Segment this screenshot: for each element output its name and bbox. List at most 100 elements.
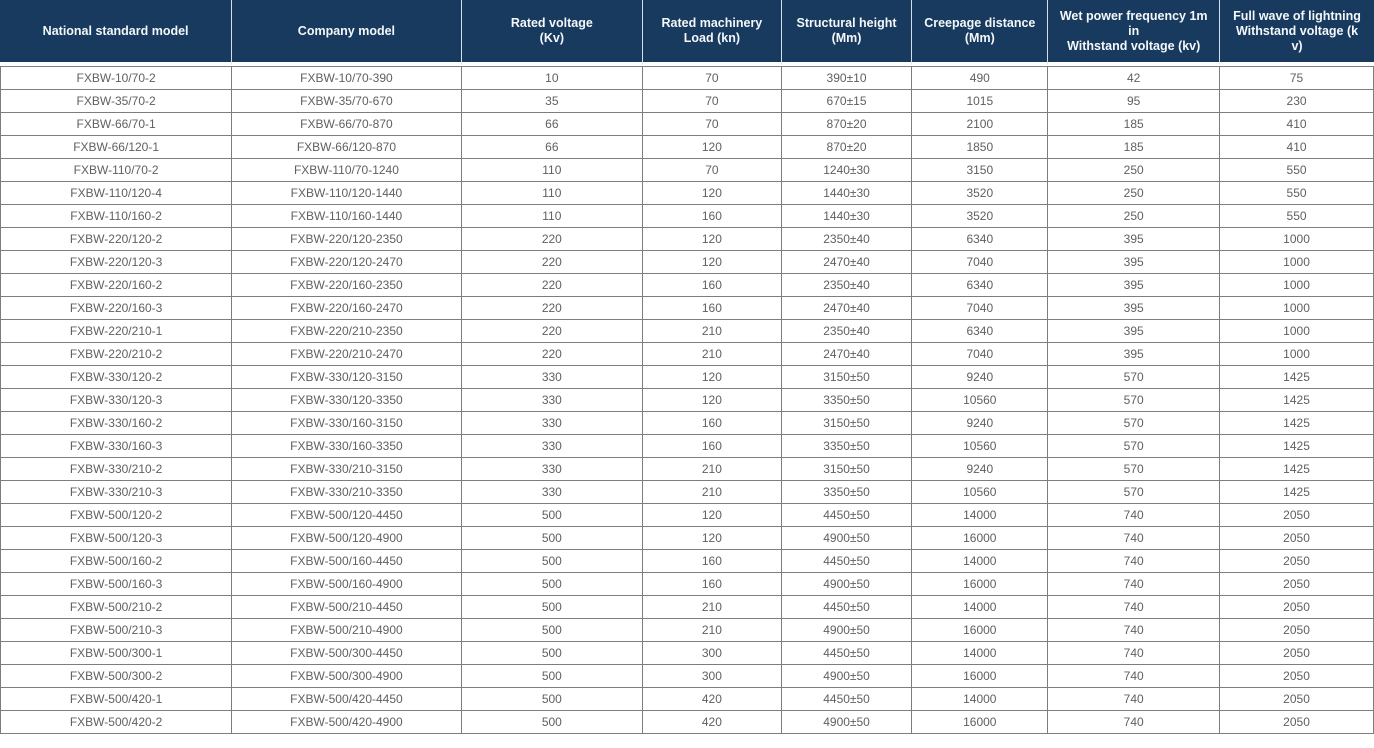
table-cell: FXBW-330/210-3150 [232, 458, 462, 481]
table-row: FXBW-330/120-2 FXBW-330/120-3150 330 120 315… [0, 366, 1374, 389]
table-header: National standard model Company model Ra… [0, 0, 1374, 66]
table-cell: 870±20 [781, 136, 913, 159]
table-cell: FXBW-110/160-1440 [232, 205, 462, 228]
table-cell: 220 [461, 320, 644, 343]
table-cell: 570 [1048, 481, 1221, 504]
table-cell: 220 [461, 251, 644, 274]
table-cell: 410 [1220, 113, 1374, 136]
table-row: FXBW-500/120-3 FXBW-500/120-4900 500 120 490… [0, 527, 1374, 550]
table-cell: FXBW-10/70-2 [0, 66, 233, 90]
table-cell: 500 [461, 573, 644, 596]
table-cell: 2050 [1220, 573, 1374, 596]
table-cell: FXBW-500/210-2 [0, 596, 233, 619]
table-cell: 390±10 [781, 66, 913, 90]
table-cell: 6340 [912, 320, 1049, 343]
table-cell: FXBW-110/160-2 [0, 205, 233, 228]
table-cell: 4900±50 [781, 573, 913, 596]
table-cell: 220 [461, 228, 644, 251]
table-cell: FXBW-500/210-4900 [232, 619, 462, 642]
table-cell: 3350±50 [781, 435, 913, 458]
table-cell: 110 [461, 205, 644, 228]
table-cell: FXBW-220/120-3 [0, 251, 233, 274]
table-cell: 4900±50 [781, 711, 913, 734]
table-cell: 740 [1048, 573, 1221, 596]
table-cell: 500 [461, 665, 644, 688]
table-cell: 1000 [1220, 228, 1374, 251]
table-cell: 570 [1048, 412, 1221, 435]
table-cell: FXBW-220/160-2350 [232, 274, 462, 297]
table-cell: FXBW-220/160-2 [0, 274, 233, 297]
table-cell: 250 [1048, 159, 1221, 182]
table-cell: 4900±50 [781, 619, 913, 642]
table-cell: 740 [1048, 665, 1221, 688]
table-cell: FXBW-500/420-2 [0, 711, 233, 734]
table-cell: 500 [461, 504, 644, 527]
table-cell: 6340 [912, 274, 1049, 297]
table-cell: 740 [1048, 642, 1221, 665]
table-cell: FXBW-330/160-3350 [232, 435, 462, 458]
table-cell: FXBW-10/70-390 [232, 66, 462, 90]
table-cell: 120 [643, 527, 782, 550]
table-cell: FXBW-330/160-2 [0, 412, 233, 435]
column-header-rated-machinery-load: Rated machinery Load (kn) [643, 0, 782, 66]
table-cell: 1440±30 [781, 182, 913, 205]
table-row: FXBW-330/120-3 FXBW-330/120-3350 330 120 335… [0, 389, 1374, 412]
table-row: FXBW-220/210-1 FXBW-220/210-2350 220 210 235… [0, 320, 1374, 343]
table-cell: 395 [1048, 228, 1221, 251]
table-cell: 210 [643, 481, 782, 504]
table-cell: FXBW-110/120-4 [0, 182, 233, 205]
table-cell: 110 [461, 182, 644, 205]
table-cell: 4450±50 [781, 504, 913, 527]
header-row: National standard model Company model Ra… [0, 0, 1374, 66]
table-cell: 1240±30 [781, 159, 913, 182]
table-cell: 1425 [1220, 366, 1374, 389]
table-cell: 66 [461, 136, 644, 159]
table-cell: 2050 [1220, 527, 1374, 550]
table-cell: 10560 [912, 435, 1049, 458]
table-cell: 120 [643, 182, 782, 205]
table-cell: 9240 [912, 366, 1049, 389]
table-cell: 160 [643, 550, 782, 573]
table-cell: FXBW-500/300-4450 [232, 642, 462, 665]
table-cell: 330 [461, 412, 644, 435]
column-header-national-standard-model: National standard model [0, 0, 233, 66]
table-cell: FXBW-66/70-870 [232, 113, 462, 136]
table-cell: 14000 [912, 550, 1049, 573]
table-cell: 500 [461, 711, 644, 734]
table-cell: 2470±40 [781, 297, 913, 320]
table-cell: 120 [643, 228, 782, 251]
table-row: FXBW-110/160-2 FXBW-110/160-1440 110 160 144… [0, 205, 1374, 228]
table-cell: 570 [1048, 458, 1221, 481]
table-cell: FXBW-110/120-1440 [232, 182, 462, 205]
table-cell: 330 [461, 458, 644, 481]
table-cell: 2350±40 [781, 320, 913, 343]
table-cell: 160 [643, 412, 782, 435]
table-cell: FXBW-66/120-1 [0, 136, 233, 159]
table-row: FXBW-220/210-2 FXBW-220/210-2470 220 210 247… [0, 343, 1374, 366]
table-cell: 110 [461, 159, 644, 182]
table-cell: 740 [1048, 504, 1221, 527]
table-cell: FXBW-220/120-2 [0, 228, 233, 251]
table-cell: 500 [461, 550, 644, 573]
table-cell: FXBW-35/70-2 [0, 90, 233, 113]
table-cell: FXBW-500/420-1 [0, 688, 233, 711]
table-cell: 395 [1048, 251, 1221, 274]
table-cell: 420 [643, 688, 782, 711]
table-cell: FXBW-220/210-2 [0, 343, 233, 366]
table-cell: 395 [1048, 320, 1221, 343]
table-cell: 120 [643, 136, 782, 159]
table-cell: FXBW-500/300-2 [0, 665, 233, 688]
table-cell: 1425 [1220, 458, 1374, 481]
table-cell: 210 [643, 596, 782, 619]
table-cell: 16000 [912, 527, 1049, 550]
table-cell: FXBW-330/120-3150 [232, 366, 462, 389]
table-row: FXBW-330/210-2 FXBW-330/210-3150 330 210 315… [0, 458, 1374, 481]
table-cell: 740 [1048, 596, 1221, 619]
table-cell: 4450±50 [781, 550, 913, 573]
table-cell: 1000 [1220, 320, 1374, 343]
column-header-rated-voltage: Rated voltage (Kv) [461, 0, 644, 66]
table-cell: 3520 [912, 182, 1049, 205]
table-cell: 1440±30 [781, 205, 913, 228]
